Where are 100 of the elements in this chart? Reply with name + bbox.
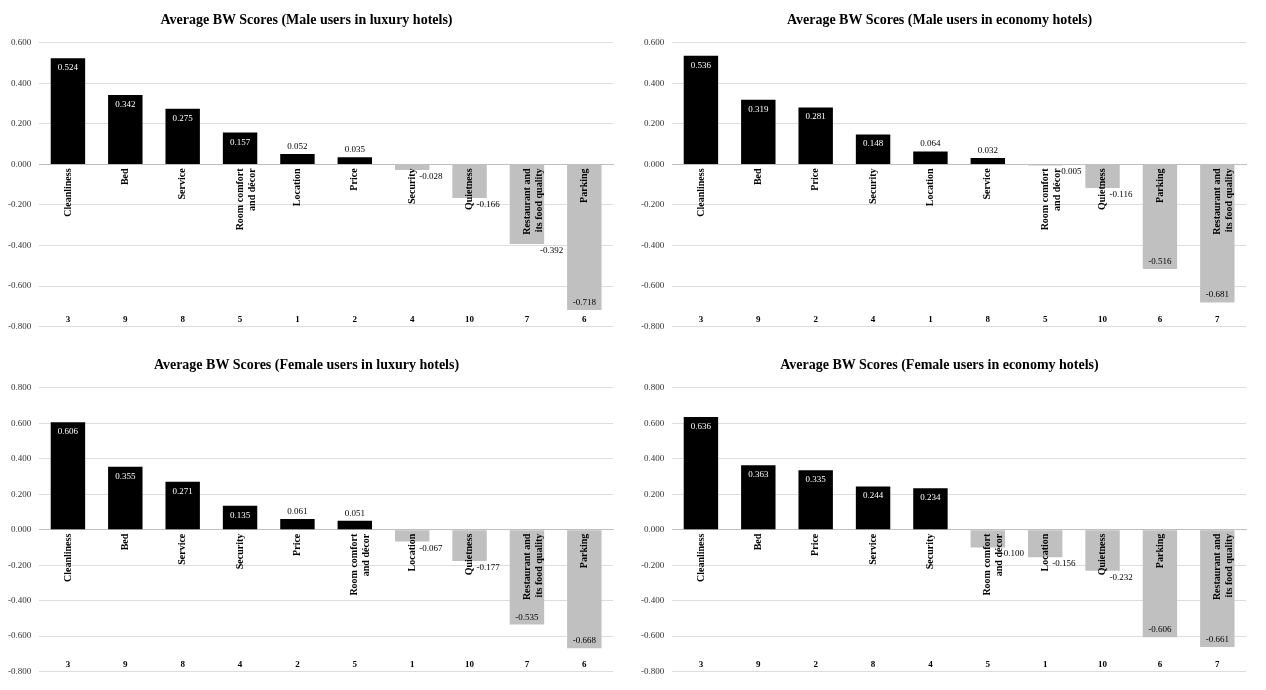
- data-label: 0.355: [115, 470, 136, 481]
- annotation: 9: [123, 313, 129, 324]
- x-tick-label: Quietness: [463, 168, 475, 211]
- x-tick-label: Cleanliness: [694, 533, 706, 583]
- data-label: 0.606: [57, 426, 79, 437]
- x-tick-label: Security: [924, 533, 936, 570]
- annotation: 4: [237, 658, 243, 669]
- bar: [798, 107, 833, 164]
- bar: [337, 157, 373, 164]
- annotation: 6: [582, 658, 588, 669]
- annotation: 2: [813, 658, 819, 669]
- bar: [970, 157, 1006, 164]
- annotation: 8: [180, 313, 186, 324]
- data-label: 0.051: [344, 507, 365, 518]
- bar: [855, 486, 891, 530]
- data-label: 0.319: [748, 103, 769, 114]
- bar: [855, 134, 891, 164]
- y-tick-label: 0.200: [644, 118, 665, 129]
- x-tick-label: Restaurant and its food quality: [520, 168, 544, 235]
- x-tick-label: Parking: [1153, 533, 1165, 569]
- y-tick-label: 0.400: [11, 77, 32, 88]
- y-tick-label: 0.600: [11, 37, 32, 48]
- data-label: 0.148: [862, 138, 884, 149]
- x-tick-label: Bed: [118, 167, 130, 186]
- annotation: 1: [409, 658, 415, 669]
- bar: [683, 55, 719, 164]
- bar: [50, 58, 86, 164]
- annotation: 4: [870, 313, 876, 324]
- y-tick-label: 0.400: [644, 453, 665, 464]
- x-tick-label: Service: [176, 533, 188, 565]
- data-label: -0.516: [1148, 256, 1173, 267]
- y-tick-label: 0.200: [11, 488, 32, 499]
- bar: [337, 520, 373, 530]
- annotation: 7: [1215, 658, 1221, 669]
- x-tick-label: Cleanliness: [61, 533, 73, 583]
- y-tick-label: -0.400: [641, 595, 665, 606]
- annotation: 7: [1215, 313, 1221, 324]
- bar: [280, 153, 315, 164]
- bar: [50, 422, 86, 530]
- data-label: 0.244: [862, 490, 884, 501]
- data-label: -0.116: [1109, 188, 1133, 199]
- y-tick-label: 0.600: [11, 417, 32, 428]
- x-tick-label: Price: [291, 533, 303, 556]
- bar: [798, 470, 833, 530]
- x-tick-label: Bed: [751, 167, 763, 186]
- x-tick-label: Security: [866, 168, 878, 204]
- chart-title: Average BW Scores (Female users in luxury hotels): [153, 357, 460, 374]
- data-label: 0.524: [57, 62, 79, 73]
- x-tick-label: Service: [981, 167, 993, 200]
- y-tick-label: 0.000: [11, 158, 32, 169]
- data-label: -0.067: [419, 542, 443, 553]
- y-tick-label: -0.600: [8, 280, 32, 291]
- annotation: 4: [928, 658, 934, 669]
- x-tick-label: Location: [1038, 533, 1050, 572]
- annotation: 1: [295, 313, 301, 324]
- x-tick-label: Room comfort and décor: [348, 533, 372, 596]
- bar: [165, 108, 200, 164]
- x-tick-label: Service: [866, 533, 878, 565]
- data-label: 0.064: [920, 138, 942, 149]
- x-tick-label: Bed: [118, 533, 130, 551]
- data-label: -0.535: [515, 611, 540, 622]
- y-tick-label: -0.800: [641, 320, 665, 331]
- data-label: 0.342: [115, 99, 136, 110]
- chart-title: Average BW Scores (Male users in economy hotels): [786, 12, 1093, 29]
- chart-title: Average BW Scores (Female users in economy hotels): [780, 357, 1100, 374]
- y-tick-label: 0.400: [644, 77, 665, 88]
- data-label: 0.363: [748, 469, 769, 480]
- data-label: -0.661: [1205, 633, 1229, 644]
- y-tick-label: 0.800: [11, 382, 32, 393]
- annotation: 4: [409, 313, 415, 324]
- x-tick-label: Location: [405, 533, 417, 572]
- data-label: 0.052: [287, 140, 308, 151]
- annotation: 3: [698, 313, 704, 324]
- data-label: -0.681: [1205, 289, 1229, 300]
- x-tick-label: Cleanliness: [694, 168, 706, 217]
- annotation: 8: [180, 658, 186, 669]
- annotation: 2: [295, 658, 301, 669]
- x-tick-label: Parking: [1153, 168, 1165, 203]
- annotation: 2: [352, 313, 358, 324]
- y-tick-label: 0.000: [644, 158, 665, 169]
- data-label: 0.335: [805, 474, 827, 485]
- data-label: 0.035: [344, 144, 366, 155]
- data-label: 0.275: [172, 112, 194, 123]
- annotation: 5: [985, 658, 991, 669]
- annotation: 3: [698, 658, 704, 669]
- bar: [683, 416, 719, 530]
- x-tick-label: Quietness: [463, 533, 475, 576]
- y-tick-label: 0.000: [11, 524, 32, 535]
- bar: [222, 132, 258, 164]
- annotation: 5: [1042, 313, 1048, 324]
- annotation: 3: [65, 313, 71, 324]
- x-tick-label: Security: [405, 168, 417, 204]
- y-tick-label: -0.400: [8, 239, 32, 250]
- bar: [165, 481, 200, 530]
- y-tick-label: 0.000: [644, 524, 665, 535]
- annotation: 6: [582, 313, 588, 324]
- bar: [741, 465, 776, 530]
- x-tick-label: Bed: [751, 533, 763, 551]
- data-label: 0.032: [977, 144, 998, 155]
- x-tick-label: Price: [809, 167, 821, 191]
